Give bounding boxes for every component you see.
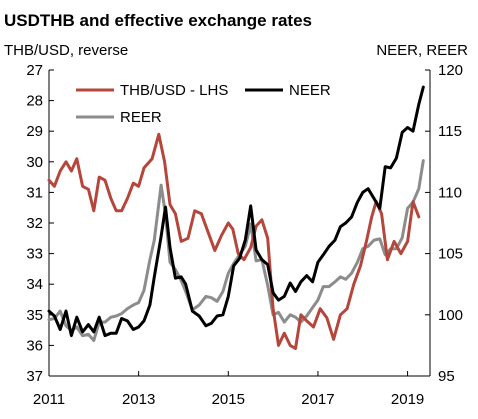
left-tick-label: 34 bbox=[26, 276, 43, 293]
left-tick-label: 30 bbox=[26, 154, 43, 171]
x-tick-label: 2019 bbox=[391, 391, 424, 408]
x-tick-label: 2015 bbox=[212, 391, 245, 408]
legend-label-reer: REER bbox=[120, 109, 162, 126]
right-tick-label: 120 bbox=[438, 62, 463, 79]
x-tick-label: 2017 bbox=[301, 391, 334, 408]
legend-label-neer: NEER bbox=[289, 82, 331, 99]
series-line-reer bbox=[47, 159, 425, 342]
left-tick-label: 32 bbox=[26, 215, 43, 232]
series-line-neer bbox=[47, 85, 425, 338]
legend: THB/USD - LHS NEER REER bbox=[76, 82, 331, 126]
legend-label-thb-usd-lhs: THB/USD - LHS bbox=[120, 82, 228, 99]
left-axis-label: THB/USD, reverse bbox=[4, 42, 128, 59]
left-tick-label: 28 bbox=[26, 93, 43, 110]
right-tick-label: 105 bbox=[438, 246, 463, 263]
left-tick-label: 35 bbox=[26, 307, 43, 324]
x-tick-label: 2011 bbox=[33, 391, 65, 408]
right-tick-label: 100 bbox=[438, 307, 463, 324]
right-tick-label: 110 bbox=[438, 184, 462, 201]
left-tick-label: 37 bbox=[26, 368, 43, 385]
left-tick-label: 31 bbox=[26, 184, 43, 201]
right-axis-label: NEER, REER bbox=[376, 42, 468, 59]
left-tick-label: 36 bbox=[26, 337, 43, 354]
right-tick-label: 95 bbox=[438, 368, 455, 385]
plot-area: 27 28 29 30 31 32 33 34 35 36 37 95 100 105 110 115 120 2… bbox=[26, 62, 463, 408]
right-tick-label: 115 bbox=[438, 123, 462, 140]
left-tick-label: 29 bbox=[26, 123, 43, 140]
left-tick-label: 27 bbox=[26, 62, 43, 79]
x-tick-label: 2013 bbox=[122, 391, 155, 408]
left-tick-label: 33 bbox=[26, 246, 43, 263]
chart-title: USDTHB and effective exchange rates bbox=[4, 11, 312, 30]
series-line-thb-usd-lhs bbox=[47, 132, 421, 350]
